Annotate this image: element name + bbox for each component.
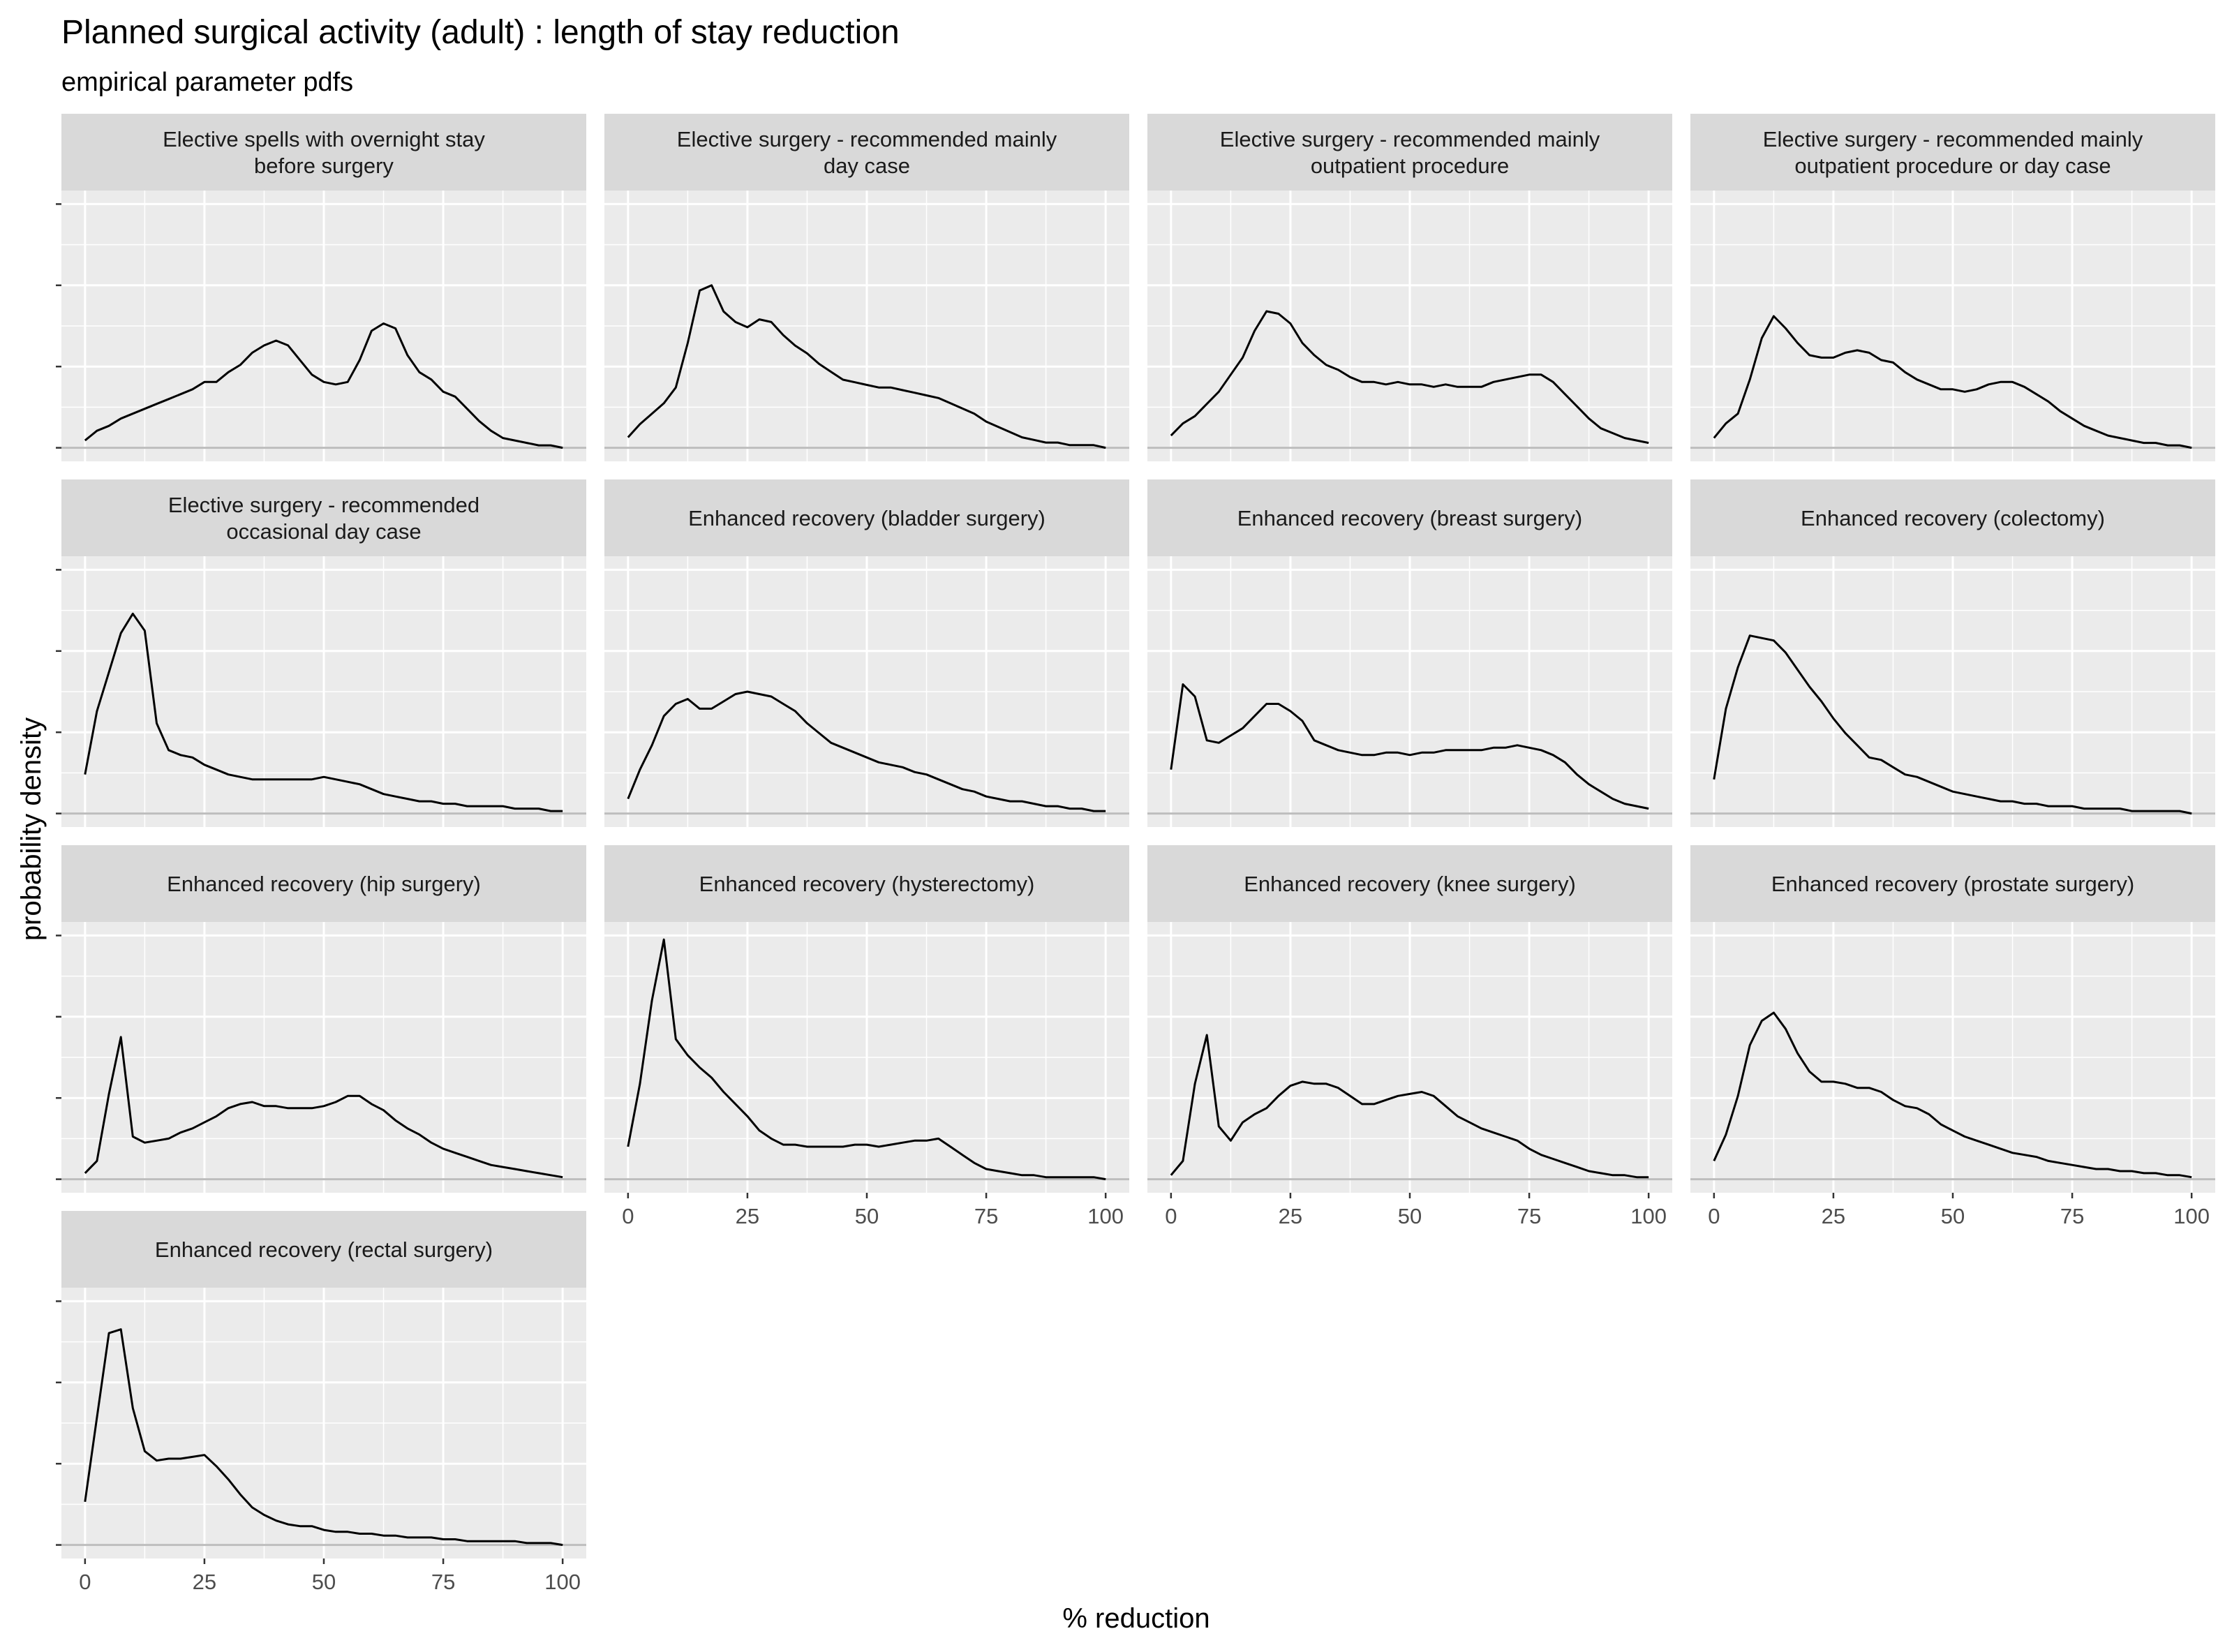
facet-panel: Enhanced recovery (knee surgery) 0 25 50 75 1…	[1147, 845, 1672, 1228]
facet-strip-label: Enhanced recovery (prostate surgery)	[1771, 872, 2134, 896]
facet-strip-label: Elective spells with overnight stay	[163, 127, 485, 151]
x-tick-label: 75	[431, 1570, 455, 1594]
x-tick-label: 100	[1630, 1204, 1667, 1228]
facet-panel: Enhanced recovery (breast surgery)	[1147, 479, 1672, 827]
density-line	[627, 938, 1106, 1181]
facet-strip-label: Elective surgery - recommended mainly	[677, 127, 1057, 151]
facet-strip-label: outpatient procedure or day case	[1794, 154, 2111, 178]
facet-panel: Enhanced recovery (rectal surgery) 0 25 50 7…	[56, 1211, 586, 1594]
facet-strip-label: occasional day case	[226, 519, 421, 544]
x-tick-label: 0	[622, 1204, 634, 1228]
x-tick-label: 75	[2060, 1204, 2084, 1228]
density-line	[1170, 310, 1649, 445]
facet-strip-label: Enhanced recovery (hysterectomy)	[699, 872, 1035, 896]
facet-strip-label: Elective surgery - recommended mainly	[1220, 127, 1600, 151]
facet-panel: Enhanced recovery (hysterectomy) 0 25 50 75 1…	[604, 845, 1129, 1228]
facet-strip-label: before surgery	[254, 154, 394, 178]
facet-strip	[1690, 479, 2215, 556]
density-line	[1713, 315, 2192, 449]
density-line	[1170, 1034, 1649, 1179]
x-tick-label: 25	[1279, 1204, 1302, 1228]
density-line	[84, 612, 563, 812]
x-tick-label: 25	[193, 1570, 216, 1594]
x-tick-label: 50	[312, 1570, 336, 1594]
facet-strip-label: Elective surgery - recommended mainly	[1763, 127, 2143, 151]
x-tick-label: 100	[544, 1570, 581, 1594]
facet-strip	[1690, 114, 2215, 191]
density-line	[627, 284, 1106, 449]
x-tick-label: 100	[2173, 1204, 2210, 1228]
facet-panel: Enhanced recovery (prostate surgery) 0 25 5…	[1690, 845, 2215, 1228]
facet-strip-label: Enhanced recovery (breast surgery)	[1237, 506, 1583, 530]
facet-strip	[61, 845, 586, 922]
facet-strip-label: Enhanced recovery (colectomy)	[1801, 506, 2105, 530]
facet-strip	[1147, 845, 1672, 922]
density-line	[1713, 634, 2192, 815]
facet-strip	[604, 479, 1129, 556]
facet-strip-label: Enhanced recovery (rectal surgery)	[155, 1237, 493, 1262]
facet-strip	[61, 479, 586, 556]
facet-strip-label: outpatient procedure	[1311, 154, 1509, 178]
x-tick-label: 0	[1708, 1204, 1720, 1228]
density-line	[84, 1328, 563, 1547]
y-axis-title: probability density	[16, 717, 47, 941]
x-tick-label: 25	[1822, 1204, 1845, 1228]
facet-strip	[604, 845, 1129, 922]
facet-panel: Enhanced recovery (hip surgery)	[56, 845, 586, 1193]
x-tick-label: 0	[1165, 1204, 1177, 1228]
x-axis-title: % reduction	[1062, 1603, 1210, 1634]
facet-strip	[1147, 114, 1672, 191]
density-line	[84, 1036, 563, 1179]
facet-panel: Enhanced recovery (bladder surgery)	[604, 479, 1129, 827]
x-tick-label: 50	[1398, 1204, 1422, 1228]
facet-panel: Elective surgery - recommended mainly out…	[1147, 114, 1672, 461]
facet-strip-label: Enhanced recovery (hip surgery)	[167, 872, 481, 896]
facet-strip-label: Enhanced recovery (knee surgery)	[1244, 872, 1576, 896]
facet-strip	[604, 114, 1129, 191]
density-line	[627, 690, 1106, 812]
panels-layer: Elective spells with overnight stay befor…	[56, 114, 2215, 1594]
facet-strip	[1147, 479, 1672, 556]
density-line	[1170, 683, 1649, 810]
chart-subtitle: empirical parameter pdfs	[61, 68, 353, 97]
x-tick-label: 50	[1941, 1204, 1965, 1228]
x-tick-label: 50	[855, 1204, 879, 1228]
x-tick-label: 25	[736, 1204, 759, 1228]
facet-panel: Elective surgery - recommended mainly day…	[604, 114, 1129, 461]
facet-panel: Enhanced recovery (colectomy)	[1690, 479, 2215, 827]
facet-panel: Elective surgery - recommended mainly out…	[1690, 114, 2215, 461]
facet-strip-label: Elective surgery - recommended	[168, 493, 479, 517]
facet-strip-label: Enhanced recovery (bladder surgery)	[688, 506, 1045, 530]
facet-strip	[1690, 845, 2215, 922]
chart-title: Planned surgical activity (adult) : leng…	[61, 14, 900, 51]
x-tick-label: 100	[1087, 1204, 1124, 1228]
facet-panel: Elective surgery - recommendedoccasional…	[56, 479, 586, 827]
density-line	[84, 322, 563, 449]
facet-strip-label: day case	[824, 154, 910, 178]
facet-panel: Elective spells with overnight stay befor…	[56, 114, 586, 461]
facet-strip	[61, 1211, 586, 1288]
x-tick-label: 0	[79, 1570, 91, 1594]
density-line	[1713, 1011, 2192, 1179]
x-tick-label: 75	[1517, 1204, 1541, 1228]
x-tick-label: 75	[974, 1204, 998, 1228]
facet-strip	[61, 114, 586, 191]
